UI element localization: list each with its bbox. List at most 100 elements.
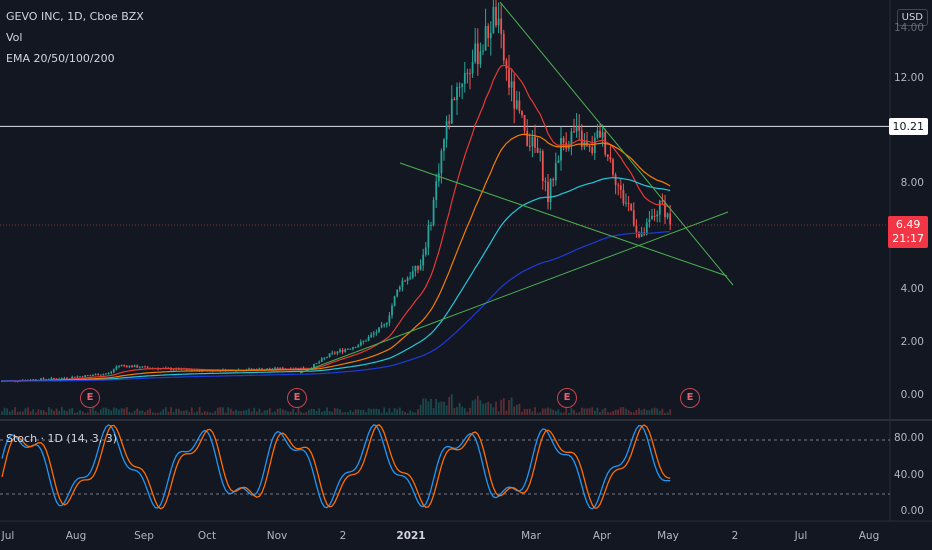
- volume-bar: [196, 411, 198, 415]
- candle-body: [627, 202, 630, 204]
- volume-bar: [401, 410, 404, 415]
- volume-bar: [544, 408, 547, 415]
- volume-bar: [24, 408, 27, 415]
- volume-bar: [378, 409, 380, 415]
- volume-bar: [565, 407, 568, 415]
- candle-body: [606, 154, 609, 157]
- volume-bar: [344, 412, 347, 415]
- time-label-jul: Jul: [1, 530, 15, 542]
- symbol-legend[interactable]: GEVO INC, 1D, Cboe BZX: [6, 10, 144, 23]
- candle-body: [476, 43, 479, 65]
- candle-body: [391, 305, 393, 316]
- candle-body: [557, 160, 560, 163]
- candle-body: [580, 130, 583, 147]
- volume-bar: [645, 410, 648, 415]
- volume-bar: [185, 409, 188, 415]
- volume-bar: [430, 398, 432, 415]
- volume-bar: [437, 402, 440, 415]
- candle-body: [131, 365, 133, 368]
- volume-bar: [47, 407, 50, 415]
- candle-body: [570, 131, 573, 145]
- candle-body: [393, 296, 396, 306]
- candle-body: [495, 6, 497, 26]
- volume-bar: [170, 407, 172, 415]
- candle-body: [84, 375, 87, 377]
- volume-bar: [445, 405, 448, 415]
- candle-body: [71, 376, 74, 379]
- volume-bar: [367, 408, 370, 415]
- volume-bar: [588, 408, 591, 415]
- candle-body: [521, 111, 523, 116]
- candle-body: [326, 356, 328, 358]
- candle-body: [352, 347, 354, 349]
- candle-body: [354, 347, 357, 349]
- volume-bar: [94, 410, 97, 415]
- volume-bar: [125, 407, 128, 415]
- volume-bar: [661, 408, 664, 415]
- ema-20-line: [2, 64, 671, 382]
- volume-bar: [554, 410, 557, 415]
- price-tick-0: 0.00: [900, 389, 924, 401]
- volume-bar: [570, 408, 573, 415]
- volume-bar: [562, 412, 565, 415]
- volume-bar: [307, 410, 310, 415]
- volume-bar: [539, 412, 542, 415]
- volume-bar: [651, 408, 653, 415]
- price-tick-12: 12.00: [893, 72, 924, 84]
- volume-bar: [549, 408, 552, 415]
- price-tick-2: 2.00: [900, 336, 924, 348]
- candle-body: [99, 374, 102, 376]
- candle-body: [349, 348, 352, 350]
- candle-body: [510, 81, 513, 88]
- candle-body: [417, 266, 419, 270]
- volume-bar: [643, 408, 646, 415]
- candle-body: [534, 136, 536, 148]
- volume-bar: [453, 407, 456, 415]
- candle-body: [136, 365, 139, 368]
- volume-bar: [211, 412, 214, 415]
- candle-body: [578, 125, 581, 131]
- volume-bar: [138, 410, 141, 415]
- candle-body: [487, 26, 490, 39]
- volume-bar: [224, 412, 227, 415]
- candle-body: [380, 325, 383, 328]
- volume-bar: [341, 412, 344, 415]
- candle-body: [359, 341, 362, 346]
- candle-body: [149, 367, 152, 369]
- volume-bar: [448, 396, 451, 415]
- volume-bar: [357, 409, 360, 415]
- volume-bar: [331, 411, 334, 415]
- candle-body: [102, 373, 105, 375]
- time-label-apr: Apr: [592, 530, 612, 542]
- earnings-badge-4[interactable]: E: [680, 388, 700, 408]
- volume-bar: [112, 407, 115, 415]
- volume-bar: [284, 410, 287, 415]
- trendline-ascending: [299, 211, 729, 374]
- earnings-badge-1[interactable]: E: [80, 388, 100, 408]
- volume-bar: [365, 412, 367, 415]
- volume-bar: [289, 411, 292, 415]
- stoch-legend[interactable]: Stoch · 1D (14, 3, 3): [6, 432, 118, 445]
- ema-legend[interactable]: EMA 20/50/100/200: [6, 52, 115, 65]
- volume-bar: [261, 412, 263, 415]
- volume-bar: [248, 408, 250, 415]
- volume-bar: [658, 410, 661, 415]
- volume-bar: [45, 412, 48, 415]
- candle-body: [651, 215, 653, 220]
- volume-bar: [510, 397, 513, 415]
- earnings-badge-2[interactable]: E: [287, 388, 307, 408]
- trendline-channel-top: [399, 162, 728, 277]
- time-label-oct: Oct: [197, 530, 217, 542]
- earnings-badge-3[interactable]: E: [557, 388, 577, 408]
- volume-bar: [81, 411, 84, 415]
- volume-bar: [419, 404, 422, 415]
- candle-body: [653, 215, 656, 217]
- currency-button[interactable]: USD: [896, 9, 928, 26]
- volume-bar: [500, 399, 503, 415]
- volume-bar: [640, 410, 643, 415]
- volume-bar: [523, 408, 526, 415]
- volume-legend[interactable]: Vol: [6, 31, 23, 44]
- candle-body: [196, 369, 198, 371]
